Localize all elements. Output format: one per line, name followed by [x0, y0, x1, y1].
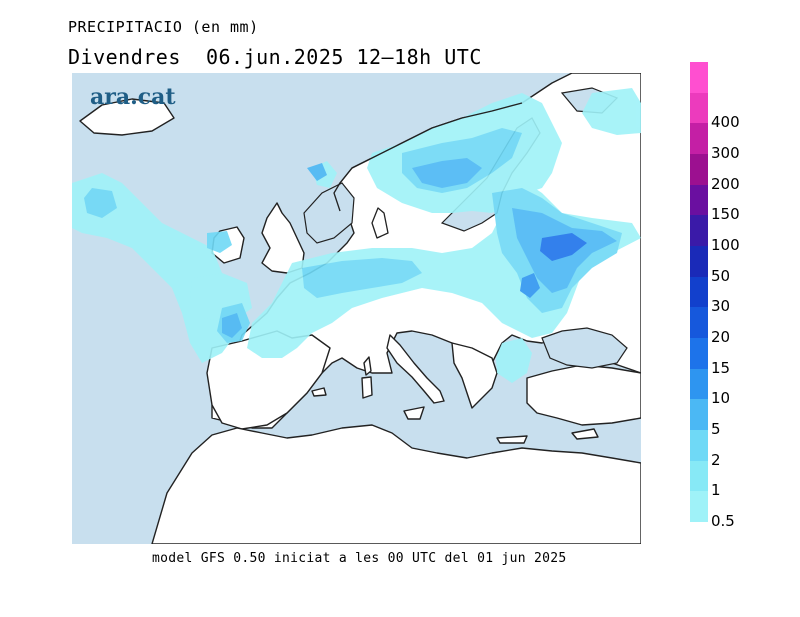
rain-area-heavy	[412, 158, 482, 188]
rain-area-mid	[302, 258, 422, 298]
precipitation-map	[72, 73, 641, 544]
balearic-islands-land	[311, 387, 327, 397]
crete-land	[496, 435, 528, 444]
legend-label: 200	[711, 174, 740, 193]
legend-label: 2	[711, 450, 721, 469]
legend-swatch	[690, 154, 708, 185]
scandinavia-coast	[333, 102, 523, 212]
legend-label: 30	[711, 297, 731, 316]
rain-area-very-heavy	[520, 273, 540, 298]
legend-swatch	[690, 276, 708, 308]
black-sea	[541, 327, 628, 369]
north-sea	[303, 182, 355, 244]
rain-area-very-heavy	[540, 233, 587, 261]
legend-label: 400	[711, 113, 740, 132]
legend-label: 50	[711, 266, 731, 285]
legend-swatch	[690, 92, 708, 124]
legend-label: 5	[711, 420, 721, 438]
legend-swatch	[690, 338, 708, 369]
legend-label: 20	[711, 328, 731, 346]
map-variable-title: PRECIPITACIO (en mm)	[68, 18, 259, 36]
legend-swatch	[690, 123, 708, 154]
rain-area-heavy	[307, 163, 327, 181]
legend-label: 150	[711, 205, 740, 224]
legend-swatch	[690, 399, 708, 430]
jutland-coast	[371, 207, 389, 239]
legend-swatch	[690, 430, 708, 461]
rain-area-light	[582, 88, 641, 135]
sicily-land	[403, 406, 425, 420]
legend-label: 1	[711, 481, 721, 500]
italy-land	[386, 334, 445, 404]
cyprus-land	[571, 428, 599, 440]
map-canvas	[72, 73, 641, 544]
rain-area-heavy	[222, 313, 242, 338]
legend-label: 100	[711, 236, 740, 254]
rain-area-mid	[84, 188, 117, 218]
legend-swatch	[690, 215, 708, 246]
sardinia-land	[361, 376, 373, 399]
north-africa-land	[151, 424, 641, 544]
legend-swatch	[690, 368, 708, 400]
coastline-layer	[333, 102, 523, 239]
legend-label: 300	[711, 144, 740, 162]
legend-label: 0.5	[711, 512, 735, 530]
map-date-title: Divendres 06.jun.2025 12–18h UTC	[68, 45, 482, 69]
legend-label: 10	[711, 389, 731, 408]
rain-area-light	[72, 173, 237, 363]
legend-swatch	[690, 307, 708, 338]
rain-area-mid	[207, 231, 232, 253]
balkans-land	[451, 342, 498, 409]
rain-area-light	[496, 338, 532, 383]
precipitation-color-legend	[690, 62, 708, 522]
precipitation-layer	[72, 88, 641, 383]
legend-swatch	[690, 460, 708, 492]
brand-logo: ara.cat	[90, 84, 176, 110]
corsica-land	[363, 356, 372, 376]
legend-label: 15	[711, 358, 731, 377]
legend-swatch	[690, 491, 708, 522]
legend-swatch	[690, 246, 708, 277]
model-run-caption: model GFS 0.50 iniciat a les 00 UTC del …	[152, 551, 567, 566]
legend-swatch	[690, 184, 708, 216]
legend-swatch	[690, 62, 708, 93]
iceland-land	[79, 98, 175, 136]
